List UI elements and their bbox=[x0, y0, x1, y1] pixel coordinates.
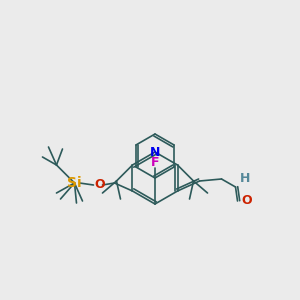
Text: O: O bbox=[94, 178, 105, 191]
Text: O: O bbox=[241, 194, 252, 208]
Text: Si: Si bbox=[67, 176, 82, 190]
Text: H: H bbox=[240, 172, 251, 185]
Text: F: F bbox=[151, 155, 159, 169]
Text: N: N bbox=[150, 146, 160, 158]
